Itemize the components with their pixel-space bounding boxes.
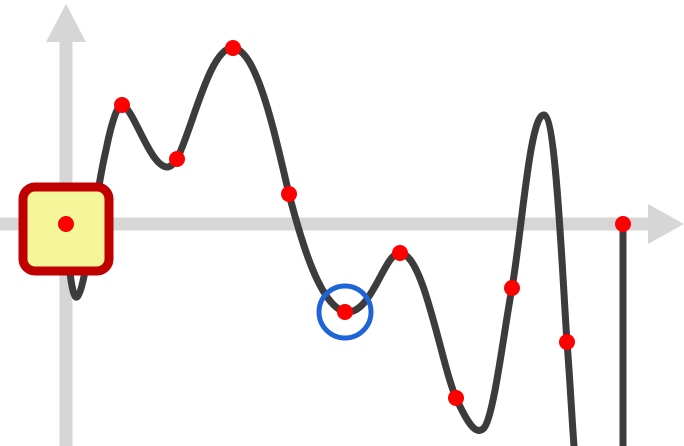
curve-point[interactable] bbox=[392, 245, 408, 261]
curve-point[interactable] bbox=[114, 97, 130, 113]
curve-point[interactable] bbox=[615, 216, 631, 232]
curve-point[interactable] bbox=[225, 40, 241, 56]
spline-curve bbox=[66, 48, 623, 446]
curve-point[interactable] bbox=[559, 334, 575, 350]
curve-point[interactable] bbox=[448, 390, 464, 406]
curve-point[interactable] bbox=[281, 186, 297, 202]
curve-point[interactable] bbox=[504, 280, 520, 296]
curve-point[interactable] bbox=[337, 304, 353, 320]
x-axis-arrowhead bbox=[648, 204, 684, 244]
y-axis-arrowhead bbox=[46, 4, 86, 42]
curve-point[interactable] bbox=[58, 216, 74, 232]
curve-point[interactable] bbox=[169, 151, 185, 167]
